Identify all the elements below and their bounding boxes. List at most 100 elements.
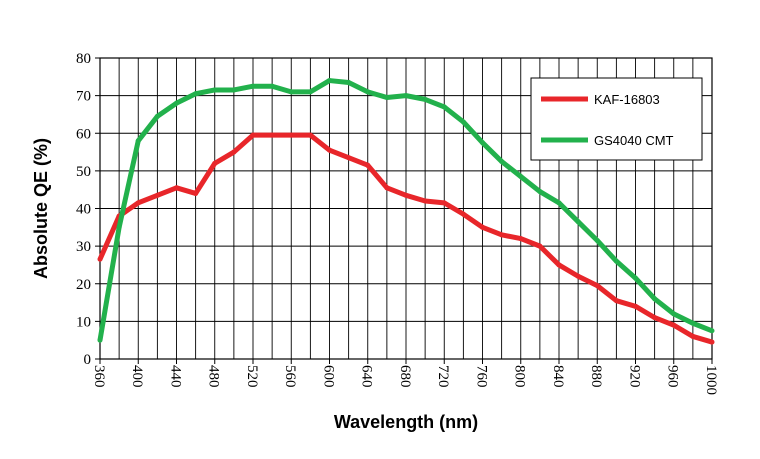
data-point-kaf-16803 (154, 192, 160, 198)
y-tick-label: 20 (76, 277, 91, 293)
data-point-kaf-16803 (212, 160, 218, 166)
data-point-kaf-16803 (403, 192, 409, 198)
data-point-gs4040-cmt (365, 89, 371, 95)
y-tick-label: 70 (76, 89, 91, 105)
x-tick-label: 960 (665, 365, 681, 388)
x-tick-label: 440 (167, 365, 183, 388)
data-point-kaf-16803 (365, 162, 371, 168)
data-point-gs4040-cmt (613, 258, 619, 264)
data-point-gs4040-cmt (633, 275, 638, 281)
legend: KAF-16803 GS4040 CMT (530, 77, 703, 161)
data-point-kaf-16803 (575, 273, 581, 279)
data-point-gs4040-cmt (154, 113, 160, 119)
y-tick-label: 30 (76, 239, 91, 255)
data-point-gs4040-cmt (346, 79, 352, 85)
data-point-gs4040-cmt (690, 320, 696, 326)
data-point-gs4040-cmt (499, 158, 505, 164)
x-tick-label: 920 (626, 365, 642, 388)
data-point-kaf-16803 (480, 224, 485, 230)
data-point-gs4040-cmt (441, 104, 447, 110)
data-point-kaf-16803 (556, 262, 562, 268)
data-point-gs4040-cmt (403, 93, 409, 99)
data-point-kaf-16803 (346, 155, 352, 161)
x-tick-label: 880 (588, 365, 604, 388)
data-point-kaf-16803 (460, 211, 466, 217)
y-tick-label: 0 (84, 352, 92, 368)
data-point-kaf-16803 (231, 149, 237, 155)
data-point-gs4040-cmt (231, 87, 237, 93)
data-point-kaf-16803 (690, 333, 696, 339)
data-point-gs4040-cmt (594, 237, 600, 243)
data-point-kaf-16803 (97, 256, 103, 262)
data-point-kaf-16803 (537, 243, 543, 249)
data-point-kaf-16803 (594, 283, 600, 289)
series-lines (97, 78, 715, 345)
y-tick-label: 80 (76, 51, 91, 67)
data-point-gs4040-cmt (97, 337, 103, 343)
legend-label-gs4040-cmt: GS4040 CMT (594, 133, 674, 148)
x-tick-label: 760 (473, 365, 489, 388)
data-point-gs4040-cmt (537, 189, 543, 195)
x-tick-label: 720 (435, 365, 451, 388)
data-point-kaf-16803 (633, 303, 638, 309)
legend-label-kaf-16803: KAF-16803 (594, 92, 660, 107)
data-point-gs4040-cmt (671, 311, 677, 317)
data-point-kaf-16803 (250, 132, 256, 138)
data-point-gs4040-cmt (384, 95, 390, 101)
data-point-kaf-16803 (174, 185, 179, 191)
data-point-kaf-16803 (307, 132, 313, 138)
data-point-gs4040-cmt (174, 100, 179, 106)
x-tick-label: 360 (91, 365, 107, 388)
data-point-kaf-16803 (671, 322, 677, 328)
data-point-gs4040-cmt (250, 83, 256, 89)
data-point-gs4040-cmt (135, 138, 141, 144)
y-axis-title: Absolute QE (%) (31, 138, 51, 279)
grid-lines (100, 58, 712, 359)
data-point-kaf-16803 (709, 339, 715, 345)
data-point-gs4040-cmt (422, 96, 428, 102)
y-tick-label: 60 (76, 126, 91, 142)
data-point-gs4040-cmt (269, 83, 275, 89)
data-point-gs4040-cmt (212, 87, 218, 93)
data-point-kaf-16803 (652, 315, 658, 321)
x-tick-label: 800 (512, 365, 528, 388)
data-point-gs4040-cmt (480, 140, 485, 146)
legend-box (530, 77, 703, 161)
data-point-kaf-16803 (441, 200, 447, 206)
data-point-kaf-16803 (613, 298, 619, 304)
data-point-gs4040-cmt (575, 219, 581, 225)
data-point-kaf-16803 (269, 132, 275, 138)
data-point-kaf-16803 (327, 147, 332, 153)
x-tick-label: 560 (282, 365, 298, 388)
x-tick-label: 640 (359, 365, 375, 388)
data-point-kaf-16803 (422, 198, 428, 204)
data-point-gs4040-cmt (327, 78, 332, 84)
x-tick-label: 480 (206, 365, 222, 388)
data-point-gs4040-cmt (709, 328, 715, 334)
x-tick-label: 600 (320, 365, 336, 388)
data-point-gs4040-cmt (652, 296, 658, 302)
data-point-gs4040-cmt (307, 89, 313, 95)
data-point-gs4040-cmt (518, 174, 524, 180)
data-point-gs4040-cmt (556, 200, 562, 206)
axis-ticks: 0 10 20 30 40 50 60 70 80 360 400 440 480 520 560 600 64… (76, 51, 719, 395)
data-point-kaf-16803 (499, 232, 505, 238)
x-axis-title: Wavelength (nm) (334, 412, 478, 432)
y-tick-label: 50 (76, 164, 91, 180)
data-point-gs4040-cmt (193, 91, 199, 97)
data-point-gs4040-cmt (288, 89, 294, 95)
x-tick-label: 840 (550, 365, 566, 388)
y-tick-label: 10 (76, 314, 91, 330)
data-point-gs4040-cmt (460, 119, 466, 125)
data-point-kaf-16803 (288, 132, 294, 138)
data-point-kaf-16803 (193, 190, 199, 196)
x-tick-label: 520 (244, 365, 260, 388)
x-tick-label: 680 (397, 365, 413, 388)
data-point-kaf-16803 (518, 236, 524, 242)
y-tick-label: 40 (76, 202, 91, 218)
x-tick-label: 400 (129, 365, 145, 388)
data-point-kaf-16803 (135, 200, 141, 206)
data-point-gs4040-cmt (116, 224, 122, 230)
x-tick-label: 1000 (703, 365, 719, 395)
